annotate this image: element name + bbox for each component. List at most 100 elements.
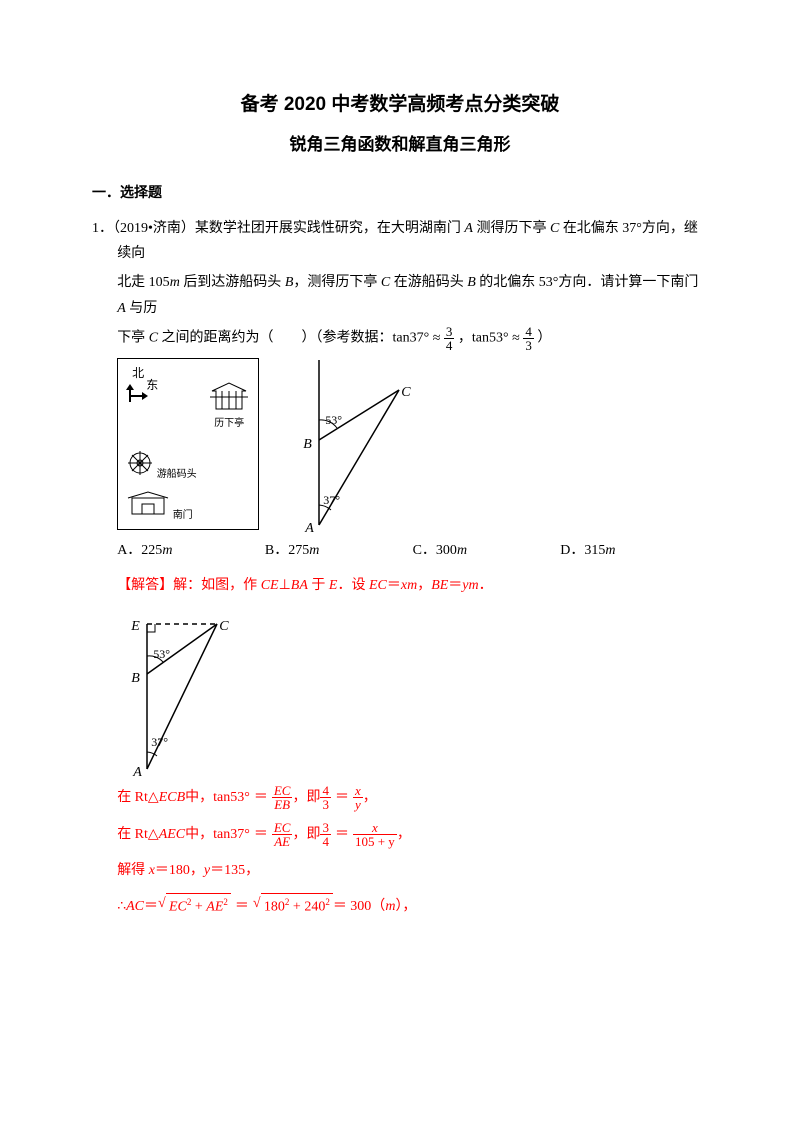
m: m [407, 578, 417, 593]
aec: AEC [159, 822, 185, 847]
num: 4 [320, 784, 331, 797]
gate-icon: 南门 [126, 490, 193, 525]
comma: ， [397, 822, 411, 847]
perp: ⊥ [279, 578, 291, 593]
frac-x-y: xy [353, 784, 363, 811]
EC: EC [274, 783, 291, 798]
EC: EC [169, 900, 187, 915]
options-row: A．225m B．275m C．300m D．315m [92, 538, 708, 563]
angle-37: 37° [323, 490, 340, 512]
t: 在游船码头 [390, 275, 467, 290]
label-E: E [131, 614, 140, 639]
label-B: B [303, 432, 312, 457]
t: 的北偏东 53°方向．请计算一下南门 [476, 275, 699, 290]
label-A: A [133, 760, 142, 785]
den: AE [272, 834, 293, 848]
m: m [469, 578, 479, 593]
BA: BA [291, 578, 308, 593]
t: 中，tan37° [185, 822, 250, 847]
angle-53: 53° [153, 644, 170, 666]
question-1-line2: 北走 105m 后到达游船码头 B，测得历下亭 C 在游船码头 B 的北偏东 5… [92, 270, 708, 320]
AE: AE [206, 900, 223, 915]
fraction-4-3: 43 [523, 325, 534, 352]
eq: ＝ [144, 894, 158, 919]
point-C: C [149, 330, 158, 345]
answer-label: 【解答】解：如图，作 [117, 578, 261, 593]
compass-icon: 北 东 [124, 363, 152, 412]
num: x [353, 784, 363, 797]
map-figure: 北 东 历下亭 游船码头 南门 [117, 358, 259, 530]
sqrt-2: 1802 + 2402 [253, 893, 333, 920]
den: 3 [523, 338, 534, 352]
AC: AC [126, 894, 144, 919]
num: 3 [444, 325, 455, 338]
dock-icon: 游船码头 [126, 449, 197, 484]
t: D．315 [560, 543, 605, 558]
plus: + [191, 900, 206, 915]
t: ，测得历下亭 [293, 275, 381, 290]
den: 3 [320, 797, 331, 811]
pavilion-label: 历下亭 [214, 418, 244, 429]
eq: ＝ [254, 822, 268, 847]
eq: ＝ [387, 578, 401, 593]
t: 中，tan53° [185, 785, 250, 810]
answer-head: 【解答】解：如图，作 CE⊥BA 于 E．设 EC＝xm，BE＝ym． [92, 573, 708, 598]
therefore: ∴ [117, 894, 126, 919]
equation-aec: 在 Rt△AEC 中，tan37° ＝ ECAE ，即 34 ＝ x105 + … [92, 821, 708, 848]
label-C: C [401, 380, 410, 405]
den: 105 + y [353, 834, 397, 848]
eq: ＝ [254, 785, 268, 810]
fraction-3-4: 34 [444, 325, 455, 352]
x: x [355, 783, 361, 798]
den: EB [272, 797, 293, 811]
n: 180 [264, 900, 285, 915]
num: EC [272, 784, 293, 797]
c: ， [417, 578, 431, 593]
angle-53: 53° [325, 410, 342, 432]
x: x [372, 820, 378, 835]
den: 105 + y [355, 834, 395, 849]
t: （2019•济南）某数学社团开展实践性研究，在大明湖南门 [113, 221, 464, 236]
t: B．275 [265, 543, 309, 558]
t: 之间的距离约为（ ）（参考数据：tan37° [158, 330, 429, 345]
num: x [353, 821, 397, 834]
t: 于 [308, 578, 329, 593]
dock-label: 游船码头 [157, 469, 197, 480]
num: 3 [320, 821, 331, 834]
figures-row: 北 东 历下亭 游船码头 南门 C B A 53° 37° [92, 358, 708, 530]
solve-line: 解得 x＝180，y＝135， [92, 858, 708, 883]
option-C: C．300m [413, 538, 561, 563]
unit-m: m [162, 543, 172, 558]
sq: 2 [325, 897, 330, 907]
EC: EC [369, 578, 387, 593]
num: 4 [523, 325, 534, 338]
angle-37: 37° [151, 732, 168, 754]
t: 下亭 [117, 330, 149, 345]
section-heading: 一．选择题 [92, 181, 708, 206]
den: y [353, 797, 363, 811]
EB: EB [274, 797, 290, 812]
frac-ec-ae: ECAE [272, 821, 293, 848]
point-A: A [117, 301, 126, 316]
doc-subtitle: 锐角三角函数和解直角三角形 [92, 130, 708, 161]
point-A: A [464, 221, 473, 236]
unit-m: m [605, 543, 615, 558]
ecb: ECB [159, 785, 185, 810]
sq: 2 [223, 897, 228, 907]
pavilion-icon: 历下亭 [208, 381, 250, 433]
unit-m: m [170, 275, 180, 290]
label-C: C [219, 614, 228, 639]
t: ，即 [292, 785, 320, 810]
point-C: C [550, 221, 559, 236]
frac-ec-eb: ECEB [272, 784, 293, 811]
eq: ＝ [335, 822, 349, 847]
east-label: 东 [146, 375, 158, 397]
t: 后到达游船码头 [180, 275, 285, 290]
q-num: 1． [92, 221, 113, 236]
t: ，即 [292, 822, 320, 847]
den: 4 [320, 834, 331, 848]
frac-x-105y: x105 + y [353, 821, 397, 848]
option-D: D．315m [560, 538, 708, 563]
t: ，tan53° [458, 330, 509, 345]
frac-4-3: 43 [320, 784, 331, 811]
